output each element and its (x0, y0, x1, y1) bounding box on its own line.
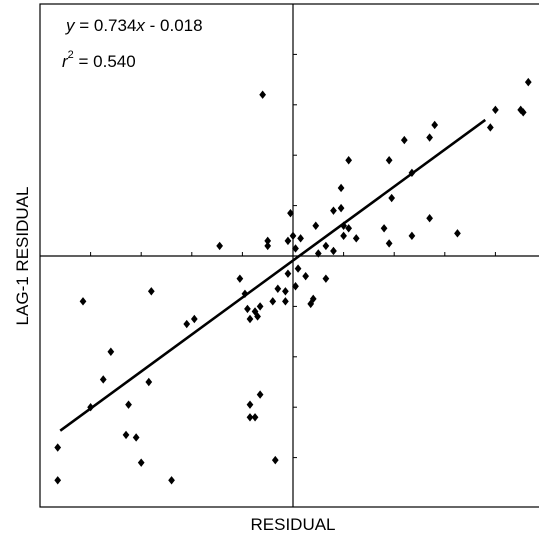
data-point (426, 214, 433, 223)
data-point (385, 239, 393, 248)
r-squared-base: r (62, 52, 69, 71)
data-point (264, 241, 272, 251)
data-point (244, 304, 251, 314)
data-point (271, 455, 279, 465)
data-point (294, 264, 302, 273)
data-point (309, 294, 317, 304)
data-point (517, 105, 525, 115)
data-point (297, 234, 304, 243)
r-squared-annotation: r2 = 0.540 (62, 49, 136, 71)
data-point (190, 314, 198, 324)
regression-equation: y = 0.734x - 0.018 (65, 16, 203, 35)
data-point (122, 430, 130, 440)
data-point (337, 203, 345, 213)
data-point (246, 314, 254, 324)
data-point (454, 229, 461, 238)
data-point (183, 319, 191, 329)
data-point (292, 244, 299, 253)
data-point (524, 77, 532, 87)
data-point (251, 413, 259, 422)
data-point (274, 284, 282, 293)
data-point (256, 390, 264, 399)
data-point (345, 156, 353, 165)
data-point (99, 375, 107, 384)
data-point (380, 224, 388, 233)
data-point (125, 400, 132, 409)
r-squared-exponent: 2 (68, 49, 74, 61)
data-point (269, 297, 277, 306)
origin-axes (40, 4, 539, 507)
x-axis-label: RESIDUAL (250, 515, 335, 534)
data-point (254, 312, 261, 321)
data-point (107, 347, 115, 356)
data-point (345, 224, 353, 233)
data-points (54, 77, 532, 485)
equation-intercept-text: - 0.018 (145, 16, 203, 35)
data-point (486, 123, 494, 132)
data-point (284, 269, 292, 278)
data-point (132, 433, 140, 442)
data-point (388, 193, 396, 203)
data-point (426, 133, 433, 142)
data-point (54, 443, 62, 452)
data-point (492, 105, 499, 115)
data-point (282, 287, 289, 296)
data-point (292, 282, 299, 291)
y-axis-label: LAG-1 RESIDUAL (13, 187, 32, 326)
data-point (256, 302, 264, 311)
data-point (385, 156, 393, 165)
axis-ticks (90, 53, 496, 459)
data-point (246, 413, 254, 422)
data-point (236, 274, 244, 283)
data-point (330, 246, 337, 256)
data-point (408, 231, 416, 241)
data-point (147, 287, 155, 296)
equation-x-variable: x (135, 16, 145, 35)
data-point (330, 206, 337, 215)
data-point (282, 297, 289, 306)
data-point (431, 120, 439, 130)
data-point (289, 231, 297, 241)
regression-line (59, 118, 487, 432)
equation-slope-text: = 0.734 (75, 16, 137, 35)
data-point (307, 299, 315, 309)
data-point (322, 274, 330, 283)
data-point (251, 307, 259, 316)
data-point (54, 476, 62, 485)
data-point (259, 90, 266, 99)
data-point (519, 108, 527, 117)
data-point (302, 271, 310, 281)
data-point (216, 241, 223, 251)
data-point (79, 297, 87, 306)
data-point (340, 231, 347, 241)
equation-y-variable: y (65, 16, 76, 35)
data-point (264, 236, 272, 246)
data-point (400, 135, 408, 145)
data-point (168, 476, 175, 485)
data-point (314, 249, 322, 258)
data-point (137, 458, 145, 467)
data-point (322, 241, 330, 251)
data-point (287, 208, 294, 218)
data-point (246, 400, 254, 409)
data-point (284, 236, 292, 246)
data-point (145, 377, 153, 387)
data-point (352, 234, 360, 243)
r-squared-value: = 0.540 (74, 52, 136, 71)
data-point (337, 183, 345, 193)
data-point (312, 221, 320, 230)
